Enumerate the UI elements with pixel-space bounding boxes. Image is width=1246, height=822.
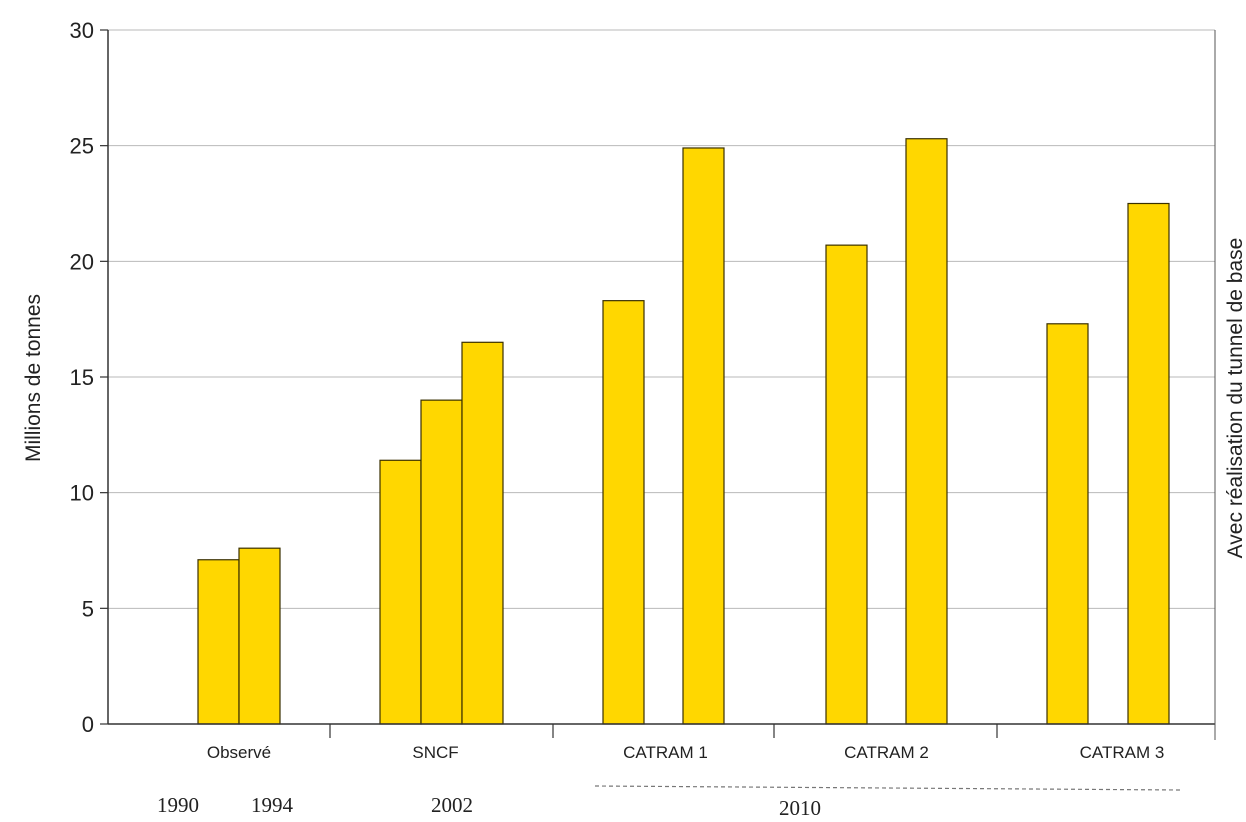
y-tick-label-15: 15 (70, 365, 94, 390)
y-tick-labels: 0 5 10 15 20 25 30 (70, 18, 108, 737)
bars (197, 138, 1170, 725)
y-tick-label-0: 0 (82, 712, 94, 737)
right-annotation: Avec réalisation du tunnel de base (1224, 238, 1246, 559)
group-label-catram-1: CATRAM 1 (623, 743, 708, 762)
x-tick-marks (329, 724, 998, 738)
year-label-2002: 2002 (431, 793, 473, 817)
bar-catram-3-1 (1046, 323, 1089, 725)
year-label-2010: 2010 (779, 796, 821, 820)
bar-observ--1 (197, 559, 240, 725)
bar-sncf-1 (379, 459, 422, 725)
group-label-catram-2: CATRAM 2 (844, 743, 929, 762)
bar-catram-1-2 (682, 147, 725, 725)
gridlines (108, 29, 1215, 609)
year-2010-span (594, 785, 1181, 791)
bar-sncf-2 (420, 399, 463, 725)
bar-catram-3-2 (1127, 202, 1170, 725)
year-label-1990: 1990 (157, 793, 199, 817)
bar-catram-2-2 (905, 138, 948, 725)
y-tick-label-30: 30 (70, 18, 94, 43)
year-label-1994: 1994 (251, 793, 294, 817)
group-labels: Observé SNCF CATRAM 1 CATRAM 2 CATRAM 3 (207, 743, 1164, 762)
group-label-catram-3: CATRAM 3 (1080, 743, 1165, 762)
y-tick-label-20: 20 (70, 249, 94, 274)
y-tick-label-5: 5 (82, 596, 94, 621)
y-tick-label-10: 10 (70, 481, 94, 506)
bar-catram-1-1 (602, 300, 645, 725)
bar-sncf-3 (461, 341, 504, 725)
group-label-sncf: SNCF (412, 743, 458, 762)
bar-observ--2 (238, 547, 281, 725)
bar-catram-2-1 (825, 244, 868, 725)
y-axis-title: Millions de tonnes (22, 294, 45, 462)
y-tick-label-25: 25 (70, 134, 94, 159)
group-label-observ-: Observé (207, 743, 271, 762)
